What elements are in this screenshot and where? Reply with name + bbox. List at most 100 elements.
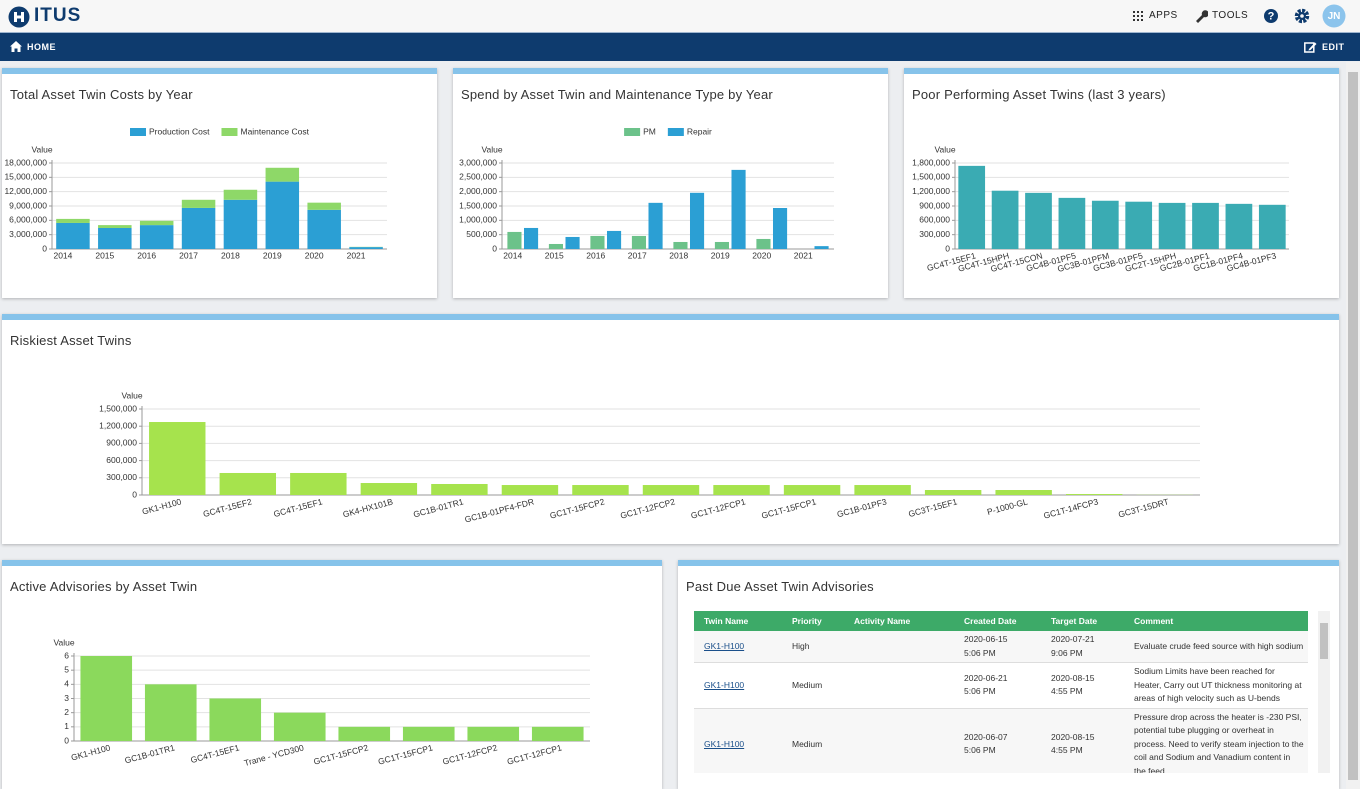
- x-tick-label: GK1-H100: [70, 742, 112, 762]
- y-tick-label: 300,000: [919, 229, 950, 239]
- table-row[interactable]: GK1-H100 Medium 2020-06-21 5:06 PM 2020-08-…: [694, 662, 1308, 709]
- column-header[interactable]: Priority: [782, 611, 844, 631]
- twin-link[interactable]: GK1-H100: [704, 738, 745, 749]
- bar: [507, 231, 522, 249]
- column-header[interactable]: Twin Name: [694, 611, 782, 631]
- x-tick-label: GC1T-15FCP1: [377, 742, 434, 766]
- legend-swatch: [221, 128, 238, 136]
- y-tick-label: 12,000,000: [4, 186, 47, 196]
- y-tick-label: 3,000,000: [459, 157, 497, 167]
- edit-icon[interactable]: [1304, 41, 1317, 53]
- bar: [648, 202, 663, 249]
- legend: Production Cost Maintenance Cost: [130, 126, 310, 136]
- x-tick-label: GC1T-12FCP1: [506, 742, 563, 766]
- table-row[interactable]: GK1-H100 Medium 2020-06-07 5:06 PM 2020-08-…: [694, 708, 1308, 773]
- bar-segment: [349, 247, 383, 249]
- bar: [531, 726, 584, 741]
- legend: PM Repair: [624, 126, 712, 136]
- x-tick-label: 2019: [263, 250, 282, 260]
- cell: Medium: [782, 708, 844, 773]
- legend-swatch: [130, 128, 146, 136]
- panel: Active Advisories by Asset Twin 0 1 2 3 4 5 6 V…: [2, 560, 662, 789]
- x-tick-label: GK1-H100: [141, 496, 183, 516]
- tools-icon[interactable]: [1194, 9, 1208, 23]
- bar: [756, 238, 771, 249]
- y-tick-label: 0: [945, 243, 950, 253]
- panel: Spend by Asset Twin and Maintenance Type…: [453, 68, 888, 298]
- apps-menu[interactable]: APPS: [1149, 10, 1178, 21]
- bar-segment: [98, 227, 132, 249]
- column-header[interactable]: Created Date: [954, 611, 1041, 631]
- bar: [1091, 200, 1119, 249]
- y-tick-label: 1,500,000: [912, 172, 950, 182]
- chart: 0 300,000 600,000 900,000 1,200,000 1,500,000…: [912, 144, 1289, 274]
- cell: [844, 708, 954, 773]
- help-icon[interactable]: ?: [1263, 8, 1279, 24]
- x-tick-label: GC1T-15FCP1: [760, 496, 817, 520]
- cell: GK1-H100: [694, 662, 782, 709]
- table-container: Twin Name Priority Activity Name Created Da…: [694, 611, 1308, 773]
- y-tick-label: 9,000,000: [9, 200, 47, 210]
- y-axis-title: Value: [121, 390, 142, 400]
- y-tick-label: 5: [64, 664, 69, 674]
- y-tick-label: 2,500,000: [459, 172, 497, 182]
- y-tick-label: 900,000: [106, 438, 137, 448]
- x-tick-label: GC1T-12FCP1: [690, 496, 747, 520]
- scroll-thumb[interactable]: [1348, 72, 1358, 780]
- legend-label: Repair: [687, 126, 712, 136]
- panel: Poor Performing Asset Twins (last 3 year…: [904, 68, 1339, 298]
- bar: [1058, 197, 1086, 249]
- scroll-thumb[interactable]: [1320, 623, 1328, 659]
- home-link[interactable]: HOME: [27, 42, 56, 52]
- table-row[interactable]: GK1-H100 High 2020-06-15 5:06 PM 2020-07-21…: [694, 631, 1308, 663]
- x-tick-label: 2015: [545, 250, 564, 260]
- table-scrollbar[interactable]: [1318, 611, 1330, 773]
- tools-menu[interactable]: TOOLS: [1212, 10, 1249, 21]
- cell: [844, 631, 954, 663]
- column-header[interactable]: Comment: [1124, 611, 1308, 631]
- bar: [144, 684, 197, 741]
- bar: [1158, 202, 1186, 249]
- nav-bar: HOME EDIT: [0, 33, 1360, 61]
- user-initials[interactable]: JN: [1328, 11, 1341, 22]
- y-tick-label: 900,000: [919, 200, 950, 210]
- table-body: GK1-H100 High 2020-06-15 5:06 PM 2020-07-21…: [694, 631, 1308, 773]
- edit-link[interactable]: EDIT: [1322, 42, 1345, 52]
- apps-icon[interactable]: [1133, 11, 1143, 21]
- x-tick-label: 2021: [794, 250, 813, 260]
- bar: [642, 485, 700, 495]
- x-tick-label: GC4T-15EF2: [202, 496, 253, 519]
- column-header[interactable]: Target Date: [1041, 611, 1124, 631]
- y-tick-label: 1: [64, 721, 69, 731]
- legend-swatch: [667, 128, 684, 136]
- bar: [80, 656, 133, 741]
- bar: [1025, 192, 1052, 249]
- y-tick-label: 1,000,000: [459, 215, 497, 225]
- bar: [149, 422, 206, 495]
- y-axis-title: Value: [934, 144, 955, 154]
- x-tick-label: 2020: [305, 250, 324, 260]
- home-icon[interactable]: [10, 41, 22, 52]
- header-row: Twin Name Priority Activity Name Created Da…: [694, 611, 1308, 631]
- panel-title: Active Advisories by Asset Twin: [10, 579, 198, 594]
- bar: [360, 483, 418, 495]
- bar-segment: [307, 202, 341, 210]
- column-header[interactable]: Activity Name: [844, 611, 954, 631]
- y-axis-title: Value: [31, 144, 52, 154]
- twin-link[interactable]: GK1-H100: [704, 640, 745, 651]
- bar: [219, 472, 277, 495]
- y-tick-label: 6: [64, 650, 69, 660]
- page-scrollbar[interactable]: [1346, 62, 1360, 789]
- panel-title: Spend by Asset Twin and Maintenance Type…: [461, 87, 773, 102]
- settings-icon[interactable]: [1294, 8, 1310, 24]
- bar-segment: [139, 225, 174, 249]
- y-tick-label: 1,500,000: [99, 403, 137, 413]
- twin-link[interactable]: GK1-H100: [704, 679, 745, 690]
- x-tick-label: GC4T-15EF1: [272, 496, 323, 519]
- bar: [995, 490, 1052, 495]
- bar-segment: [56, 222, 90, 249]
- user-avatar[interactable]: JN: [1322, 4, 1346, 28]
- bar-segment: [223, 199, 258, 249]
- bar: [590, 235, 605, 249]
- x-tick-label: GC3T-15EF1: [907, 496, 958, 519]
